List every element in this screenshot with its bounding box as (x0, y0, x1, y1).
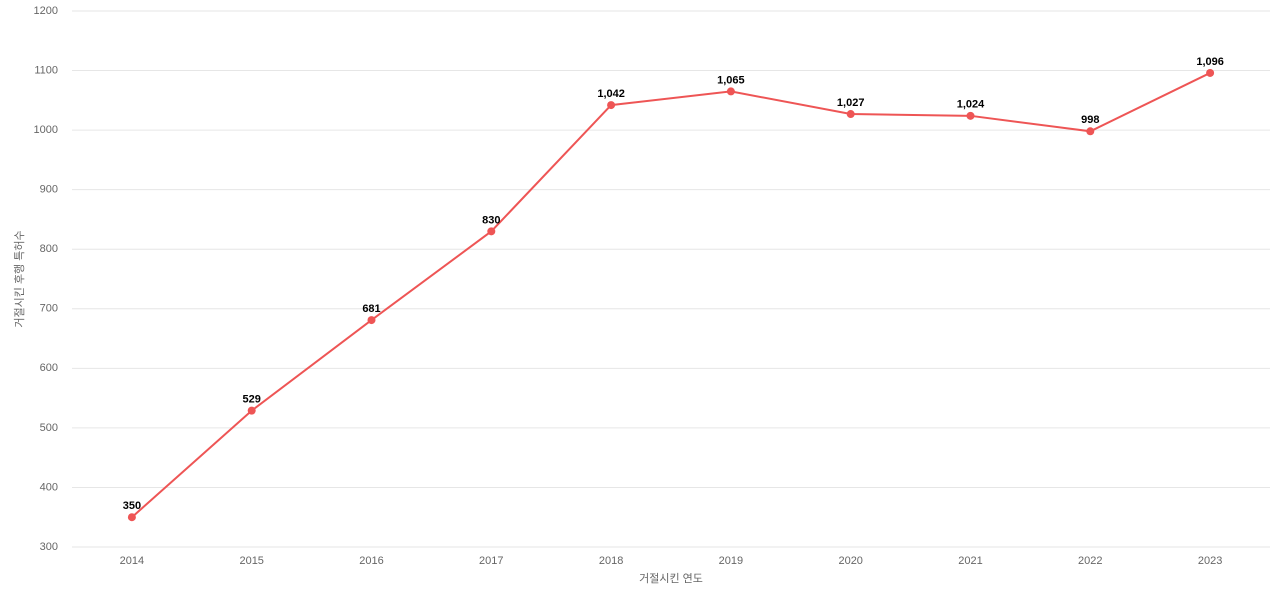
point (966, 111, 975, 120)
y-tick-label: 400 (40, 481, 58, 493)
value-label: 350 (123, 500, 141, 512)
value-label: 1,042 (597, 88, 625, 100)
x-tick-label: 2015 (239, 555, 263, 567)
value-label: 681 (362, 303, 380, 315)
point (367, 316, 376, 325)
y-tick-label: 800 (40, 243, 58, 255)
point (1086, 127, 1095, 136)
y-tick-label: 1000 (34, 124, 58, 136)
point (846, 110, 855, 119)
point (487, 227, 496, 236)
y-tick-label: 300 (40, 541, 58, 553)
x-axis-label: 거절시킨 연도 (639, 572, 703, 585)
x-tick-label: 2022 (1078, 555, 1102, 567)
x-tick-label: 2020 (838, 555, 862, 567)
point (726, 87, 735, 96)
x-tick-label: 2019 (719, 555, 743, 567)
x-tick-label: 2014 (120, 555, 144, 567)
y-tick-label: 500 (40, 422, 58, 434)
value-label: 529 (243, 394, 261, 406)
point (127, 513, 136, 522)
y-tick-label: 900 (40, 184, 58, 196)
x-tick-label: 2018 (599, 555, 623, 567)
x-tick-label: 2023 (1198, 555, 1222, 567)
y-axis-label: 거절시킨 후행 특허수 (13, 230, 26, 327)
point (247, 406, 256, 415)
x-tick-label: 2016 (359, 555, 383, 567)
value-label: 1,027 (837, 97, 865, 109)
y-tick-label: 1200 (34, 5, 58, 17)
line (131, 72, 1211, 518)
value-label: 1,096 (1196, 56, 1224, 68)
value-label: 830 (482, 214, 500, 226)
x-tick-label: 2021 (958, 555, 982, 567)
value-label: 998 (1081, 114, 1099, 126)
point (1206, 68, 1215, 77)
y-tick-label: 1100 (34, 64, 58, 76)
x-tick-label: 2017 (479, 555, 503, 567)
y-tick-label: 700 (40, 303, 58, 315)
value-label: 1,065 (717, 74, 745, 86)
point (607, 101, 616, 110)
value-label: 1,024 (957, 99, 985, 111)
y-tick-label: 600 (40, 362, 58, 374)
